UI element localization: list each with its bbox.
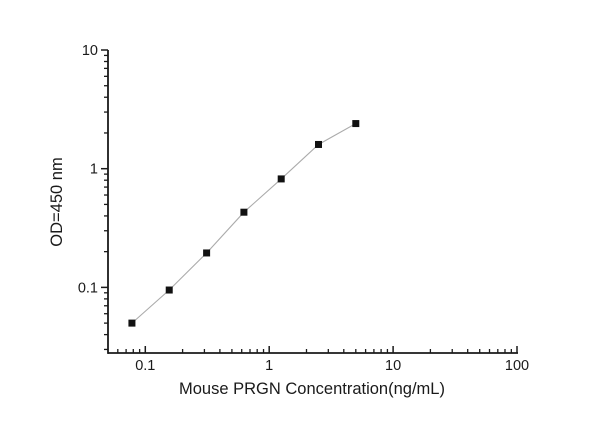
data-point-marker <box>240 208 248 216</box>
y-axis-title: OD=450 nm <box>48 157 66 246</box>
y-tick-label: 0.1 <box>78 280 98 296</box>
x-tick-label: 100 <box>505 358 529 374</box>
data-point-marker <box>315 140 323 148</box>
data-point-marker <box>277 175 285 183</box>
data-point-marker <box>203 249 211 257</box>
data-point-marker <box>352 120 360 128</box>
curve-line <box>131 123 357 324</box>
x-axis-title: Mouse PRGN Concentration(ng/mL) <box>179 380 445 398</box>
y-tick-label: 10 <box>82 43 98 59</box>
y-tick-label: 1 <box>90 162 98 178</box>
x-tick-label: 0.1 <box>135 358 155 374</box>
data-point-marker <box>165 286 173 294</box>
x-tick-label: 10 <box>385 358 401 374</box>
x-tick-label: 1 <box>265 358 273 374</box>
data-point-marker <box>128 319 136 327</box>
